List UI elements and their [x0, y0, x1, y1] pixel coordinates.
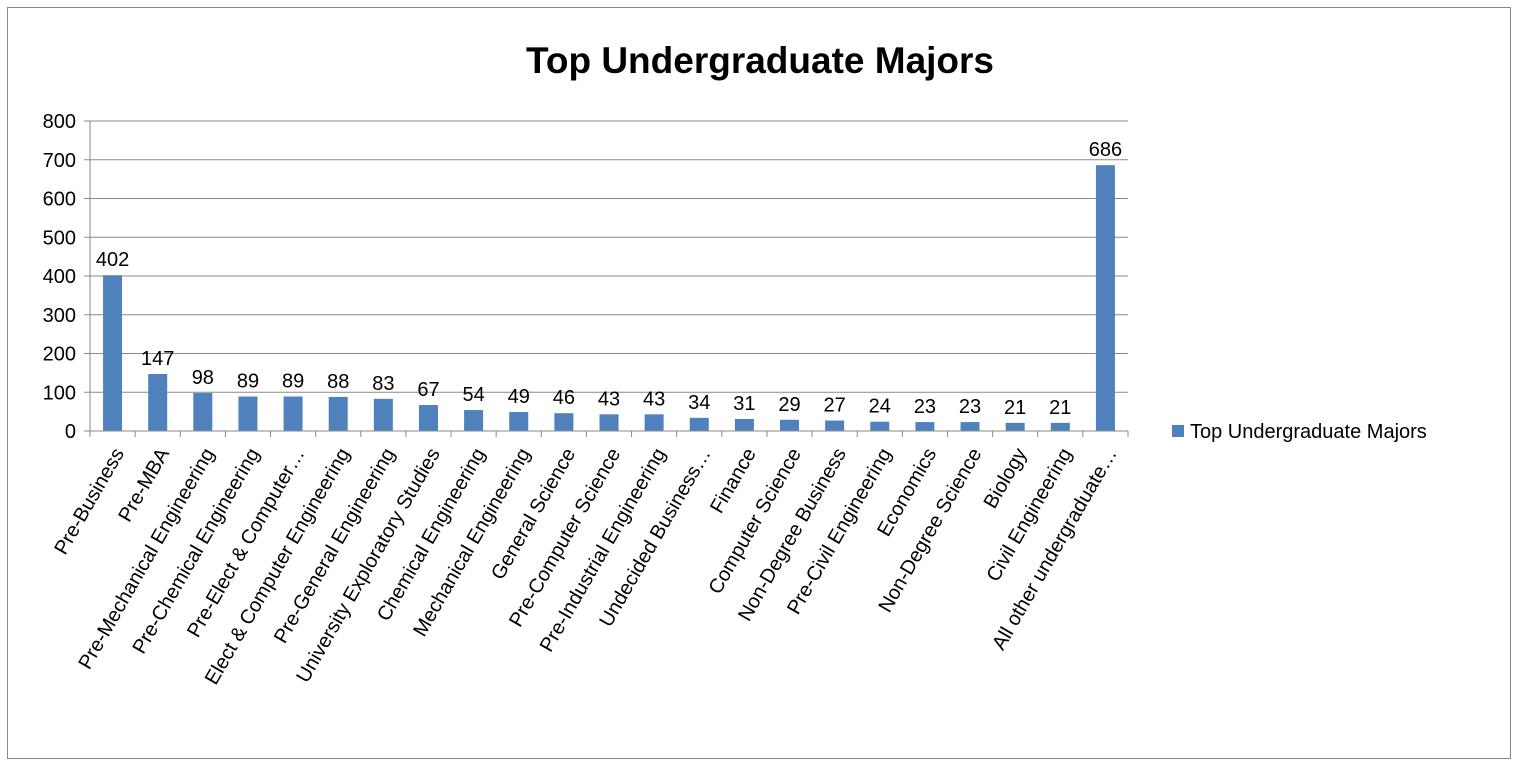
data-label: 402	[96, 249, 129, 271]
bar	[1050, 422, 1070, 431]
data-label: 88	[327, 371, 349, 393]
legend-label: Top Undergraduate Majors	[1190, 421, 1427, 443]
data-label: 89	[237, 371, 259, 393]
bar	[960, 422, 980, 431]
y-tick-label: 200	[43, 344, 76, 366]
bar	[689, 417, 709, 431]
data-label: 98	[192, 367, 214, 389]
y-tick-label: 0	[65, 421, 76, 443]
data-label: 27	[824, 395, 846, 417]
gridlines	[90, 120, 1128, 393]
bar	[780, 419, 800, 431]
data-label: 31	[733, 393, 755, 415]
y-tick-label: 300	[43, 305, 76, 327]
bar	[1095, 165, 1115, 432]
bars	[103, 165, 1115, 432]
chart-title: Top Undergraduate Majors	[525, 40, 995, 81]
data-label: 147	[141, 348, 174, 370]
y-tick-label: 400	[43, 266, 76, 288]
data-label: 686	[1089, 139, 1122, 161]
data-label: 54	[462, 384, 484, 406]
bar	[283, 396, 303, 431]
bar	[915, 422, 935, 431]
bar	[1005, 422, 1025, 431]
bar	[373, 398, 393, 431]
data-label: 83	[372, 373, 394, 395]
data-label: 34	[688, 392, 710, 414]
bar	[554, 413, 574, 431]
chart-frame	[7, 7, 1511, 759]
bar	[509, 412, 529, 431]
data-label: 89	[282, 371, 304, 393]
y-tick-label: 100	[43, 382, 76, 404]
bar	[193, 393, 213, 431]
legend-swatch	[1172, 425, 1184, 437]
data-labels: 402 147 98 89 89 88 83 67 54 49 46 43 43 34 31 29 27 24 23…	[96, 139, 1122, 419]
y-tick-label: 600	[43, 189, 76, 211]
data-label: 23	[959, 396, 981, 418]
bar	[238, 396, 258, 431]
data-label: 21	[1049, 397, 1071, 419]
bar	[644, 414, 664, 431]
y-axis-ticks: 0 100 200 300 400 500 600 700 800	[43, 111, 91, 443]
bar	[825, 420, 845, 431]
x-axis	[89, 430, 1129, 437]
bar	[870, 421, 890, 431]
data-label: 24	[869, 396, 891, 418]
legend: Top Undergraduate Majors	[1172, 421, 1427, 443]
data-label: 23	[914, 396, 936, 418]
data-label: 21	[1004, 397, 1026, 419]
bar	[148, 374, 168, 431]
category-label: Pre-Business	[50, 445, 129, 559]
y-tick-label: 800	[43, 111, 76, 133]
y-tick-label: 500	[43, 227, 76, 249]
bar	[734, 418, 754, 431]
bar	[418, 405, 438, 431]
data-label: 49	[508, 386, 530, 408]
bar	[599, 414, 619, 431]
data-label: 46	[553, 387, 575, 409]
bar	[103, 275, 123, 431]
data-label: 67	[417, 379, 439, 401]
data-label: 43	[643, 388, 665, 410]
y-tick-label: 700	[43, 150, 76, 172]
data-label: 43	[598, 388, 620, 410]
bar	[464, 410, 484, 431]
bar	[328, 396, 348, 431]
data-label: 29	[778, 394, 800, 416]
